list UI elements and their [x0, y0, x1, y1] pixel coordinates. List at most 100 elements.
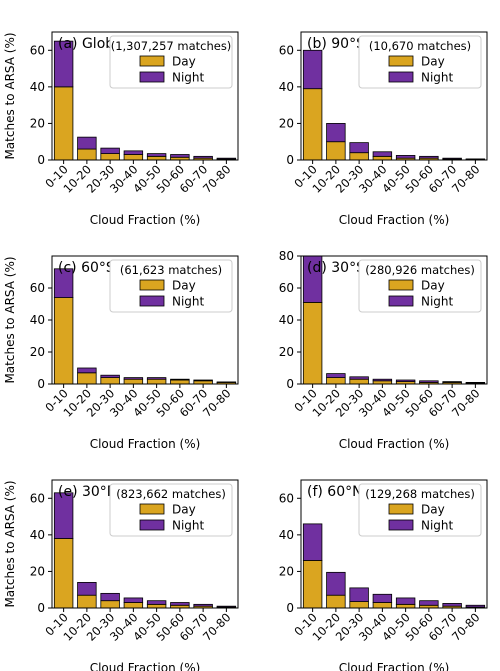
legend-swatch-night	[139, 295, 165, 307]
legend-swatch-night	[388, 519, 414, 531]
legend-swatch-night	[139, 71, 165, 83]
y-tick-label: 20	[30, 116, 45, 130]
bar-day	[302, 301, 323, 385]
matches-count: (129,268 matches)	[365, 487, 475, 501]
bar-night	[193, 155, 213, 159]
matches-count: (280,926 matches)	[365, 263, 475, 277]
bar-day	[123, 378, 144, 385]
bar-night	[100, 592, 120, 602]
plot-frame	[300, 479, 488, 609]
legend-swatch-day	[139, 279, 165, 291]
bar-night	[216, 605, 237, 608]
plot-frame	[51, 31, 239, 161]
bar-night	[77, 582, 97, 596]
bar-day	[326, 594, 346, 609]
y-tick-label: 20	[30, 345, 45, 359]
y-tick-label: 40	[279, 313, 294, 327]
bar-night	[193, 379, 213, 382]
legend-label-night: Night	[172, 519, 205, 533]
bar-day	[123, 154, 144, 161]
bar-day	[123, 602, 144, 609]
bar-night	[216, 157, 237, 160]
legend-swatch-night	[388, 295, 414, 307]
bar-night	[53, 492, 74, 539]
y-tick-label: 0	[286, 377, 294, 391]
plot-frame	[300, 255, 488, 385]
bar-night	[395, 155, 416, 159]
bar-day	[53, 86, 74, 161]
bar-night	[372, 593, 393, 603]
y-tick-label: 0	[37, 153, 45, 167]
y-tick-label: 40	[30, 80, 45, 94]
bar-night	[77, 136, 97, 150]
legend-label-night: Night	[421, 71, 454, 85]
y-tick-label: 40	[30, 313, 45, 327]
y-tick-label: 60	[30, 281, 45, 295]
bar-night	[170, 154, 190, 158]
bar-day	[302, 560, 323, 609]
bar-night	[123, 377, 144, 380]
bar-night	[326, 571, 346, 596]
bar-night	[372, 378, 393, 382]
legend-label-day: Day	[172, 55, 196, 69]
bar-night	[326, 373, 346, 379]
bar-night	[419, 155, 439, 159]
chart-panel-5: 02040600-1010-2020-3030-4040-5050-6060-7…	[3, 479, 239, 671]
bar-night	[349, 142, 369, 154]
bar-day	[372, 155, 393, 161]
bar-night	[170, 602, 190, 606]
bar-night	[53, 268, 74, 298]
bar-night	[302, 49, 323, 90]
bar-night	[100, 147, 120, 155]
bar-day	[77, 372, 97, 385]
legend-swatch-night	[139, 519, 165, 531]
bar-day	[77, 148, 97, 161]
bar-night	[53, 40, 74, 88]
y-axis-label: Matches to ARSA (%)	[3, 32, 17, 159]
chart-panel-3: 02040600-1010-2020-3030-4040-5050-6060-7…	[3, 255, 239, 420]
plot-frame	[300, 31, 488, 161]
y-tick-label: 60	[30, 43, 45, 57]
bar-day	[100, 600, 120, 609]
legend-label-day: Day	[421, 279, 445, 293]
bar-day	[326, 377, 346, 385]
legend-swatch-day	[388, 279, 414, 291]
y-tick-label: 80	[279, 249, 294, 263]
legend-swatch-day	[139, 503, 165, 515]
chart-panel-4: 0204060800-1010-2020-3030-4040-5050-6060…	[279, 249, 488, 420]
x-axis-label: Cloud Fraction (%)	[90, 213, 201, 227]
bar-night	[170, 378, 190, 381]
plot-frame	[51, 479, 239, 609]
bar-night	[465, 604, 486, 608]
legend-label-day: Day	[421, 503, 445, 517]
y-tick-label: 20	[279, 116, 294, 130]
panel-title: (a) Global	[58, 36, 127, 52]
bar-day	[302, 88, 323, 161]
bar-night	[326, 123, 346, 143]
bar-day	[77, 594, 97, 609]
y-tick-label: 0	[37, 377, 45, 391]
chart-panel-6: 02040600-1010-2020-3030-4040-5050-6060-7…	[279, 479, 488, 671]
bar-day	[53, 297, 74, 385]
bar-day	[395, 603, 416, 609]
bar-day	[372, 602, 393, 609]
bar-night	[442, 381, 462, 383]
bar-night	[100, 374, 120, 379]
legend-swatch-night	[388, 71, 414, 83]
y-tick-label: 60	[279, 491, 294, 505]
legend-label-night: Night	[421, 519, 454, 533]
bar-night	[349, 587, 369, 603]
x-axis-label: Cloud Fraction (%)	[339, 213, 450, 227]
chart-panel-2: 02040600-1010-2020-3030-4040-5050-6060-7…	[279, 31, 488, 196]
legend-label-day: Day	[172, 279, 196, 293]
legend-label-night: Night	[172, 71, 205, 85]
bar-night	[193, 603, 213, 607]
bar-night	[77, 367, 97, 374]
matches-count: (10,670 matches)	[369, 39, 471, 53]
bar-night	[395, 597, 416, 605]
bar-day	[146, 155, 167, 161]
bar-night	[123, 150, 144, 155]
legend-label-day: Day	[172, 503, 196, 517]
bar-night	[442, 603, 462, 607]
plot-frame	[51, 255, 239, 385]
